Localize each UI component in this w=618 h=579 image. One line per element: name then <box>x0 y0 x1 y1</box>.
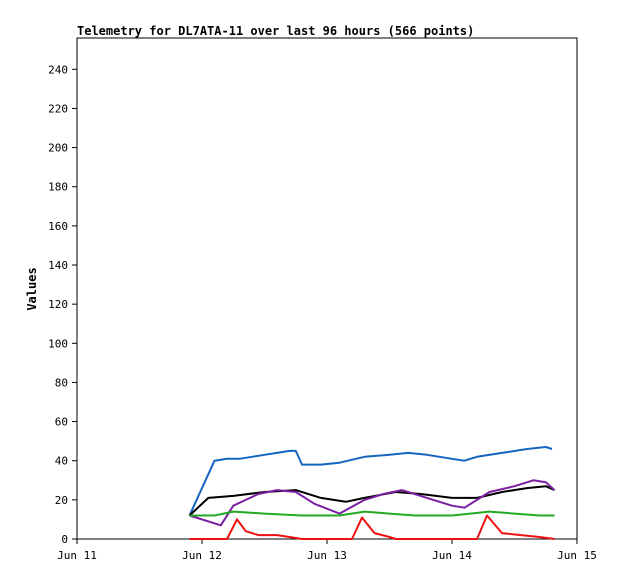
y-tick-label-3: 60 <box>55 416 68 429</box>
y-tick-label-9: 180 <box>48 181 68 194</box>
y-tick-label-2: 40 <box>55 455 68 468</box>
chart-title: Telemetry for DL7ATA-11 over last 96 hou… <box>77 24 474 38</box>
y-tick-label-0: 0 <box>61 533 68 546</box>
series-line-4 <box>189 514 555 540</box>
x-tick-label-2: Jun 13 <box>307 549 347 562</box>
series-line-3 <box>189 510 555 517</box>
y-tick-label-10: 200 <box>48 142 68 155</box>
y-tick-label-6: 120 <box>48 298 68 311</box>
y-tick-label-11: 220 <box>48 102 68 115</box>
series-line-2 <box>189 479 556 527</box>
y-tick-label-1: 20 <box>55 494 68 507</box>
y-tick-label-8: 160 <box>48 220 68 233</box>
y-tick-label-12: 240 <box>48 63 68 76</box>
y-axis-label: Values <box>25 267 39 310</box>
x-axis: Jun 11 Jun 12 Jun 13 Jun 14 Jun 15 <box>57 539 597 562</box>
x-tick-label-3: Jun 14 <box>432 549 472 562</box>
x-tick-label-4: Jun 15 <box>557 549 597 562</box>
series-layer <box>188 446 556 540</box>
y-axis: 0 20 40 60 80 100 120 140 160 180 200 220 240 <box>48 63 77 546</box>
y-tick-label-5: 100 <box>48 337 68 350</box>
y-tick-label-4: 80 <box>55 376 68 389</box>
series-line-0 <box>188 446 553 516</box>
x-tick-label-0: Jun 11 <box>57 549 97 562</box>
x-tick-label-1: Jun 12 <box>182 549 222 562</box>
y-tick-label-7: 140 <box>48 259 68 272</box>
